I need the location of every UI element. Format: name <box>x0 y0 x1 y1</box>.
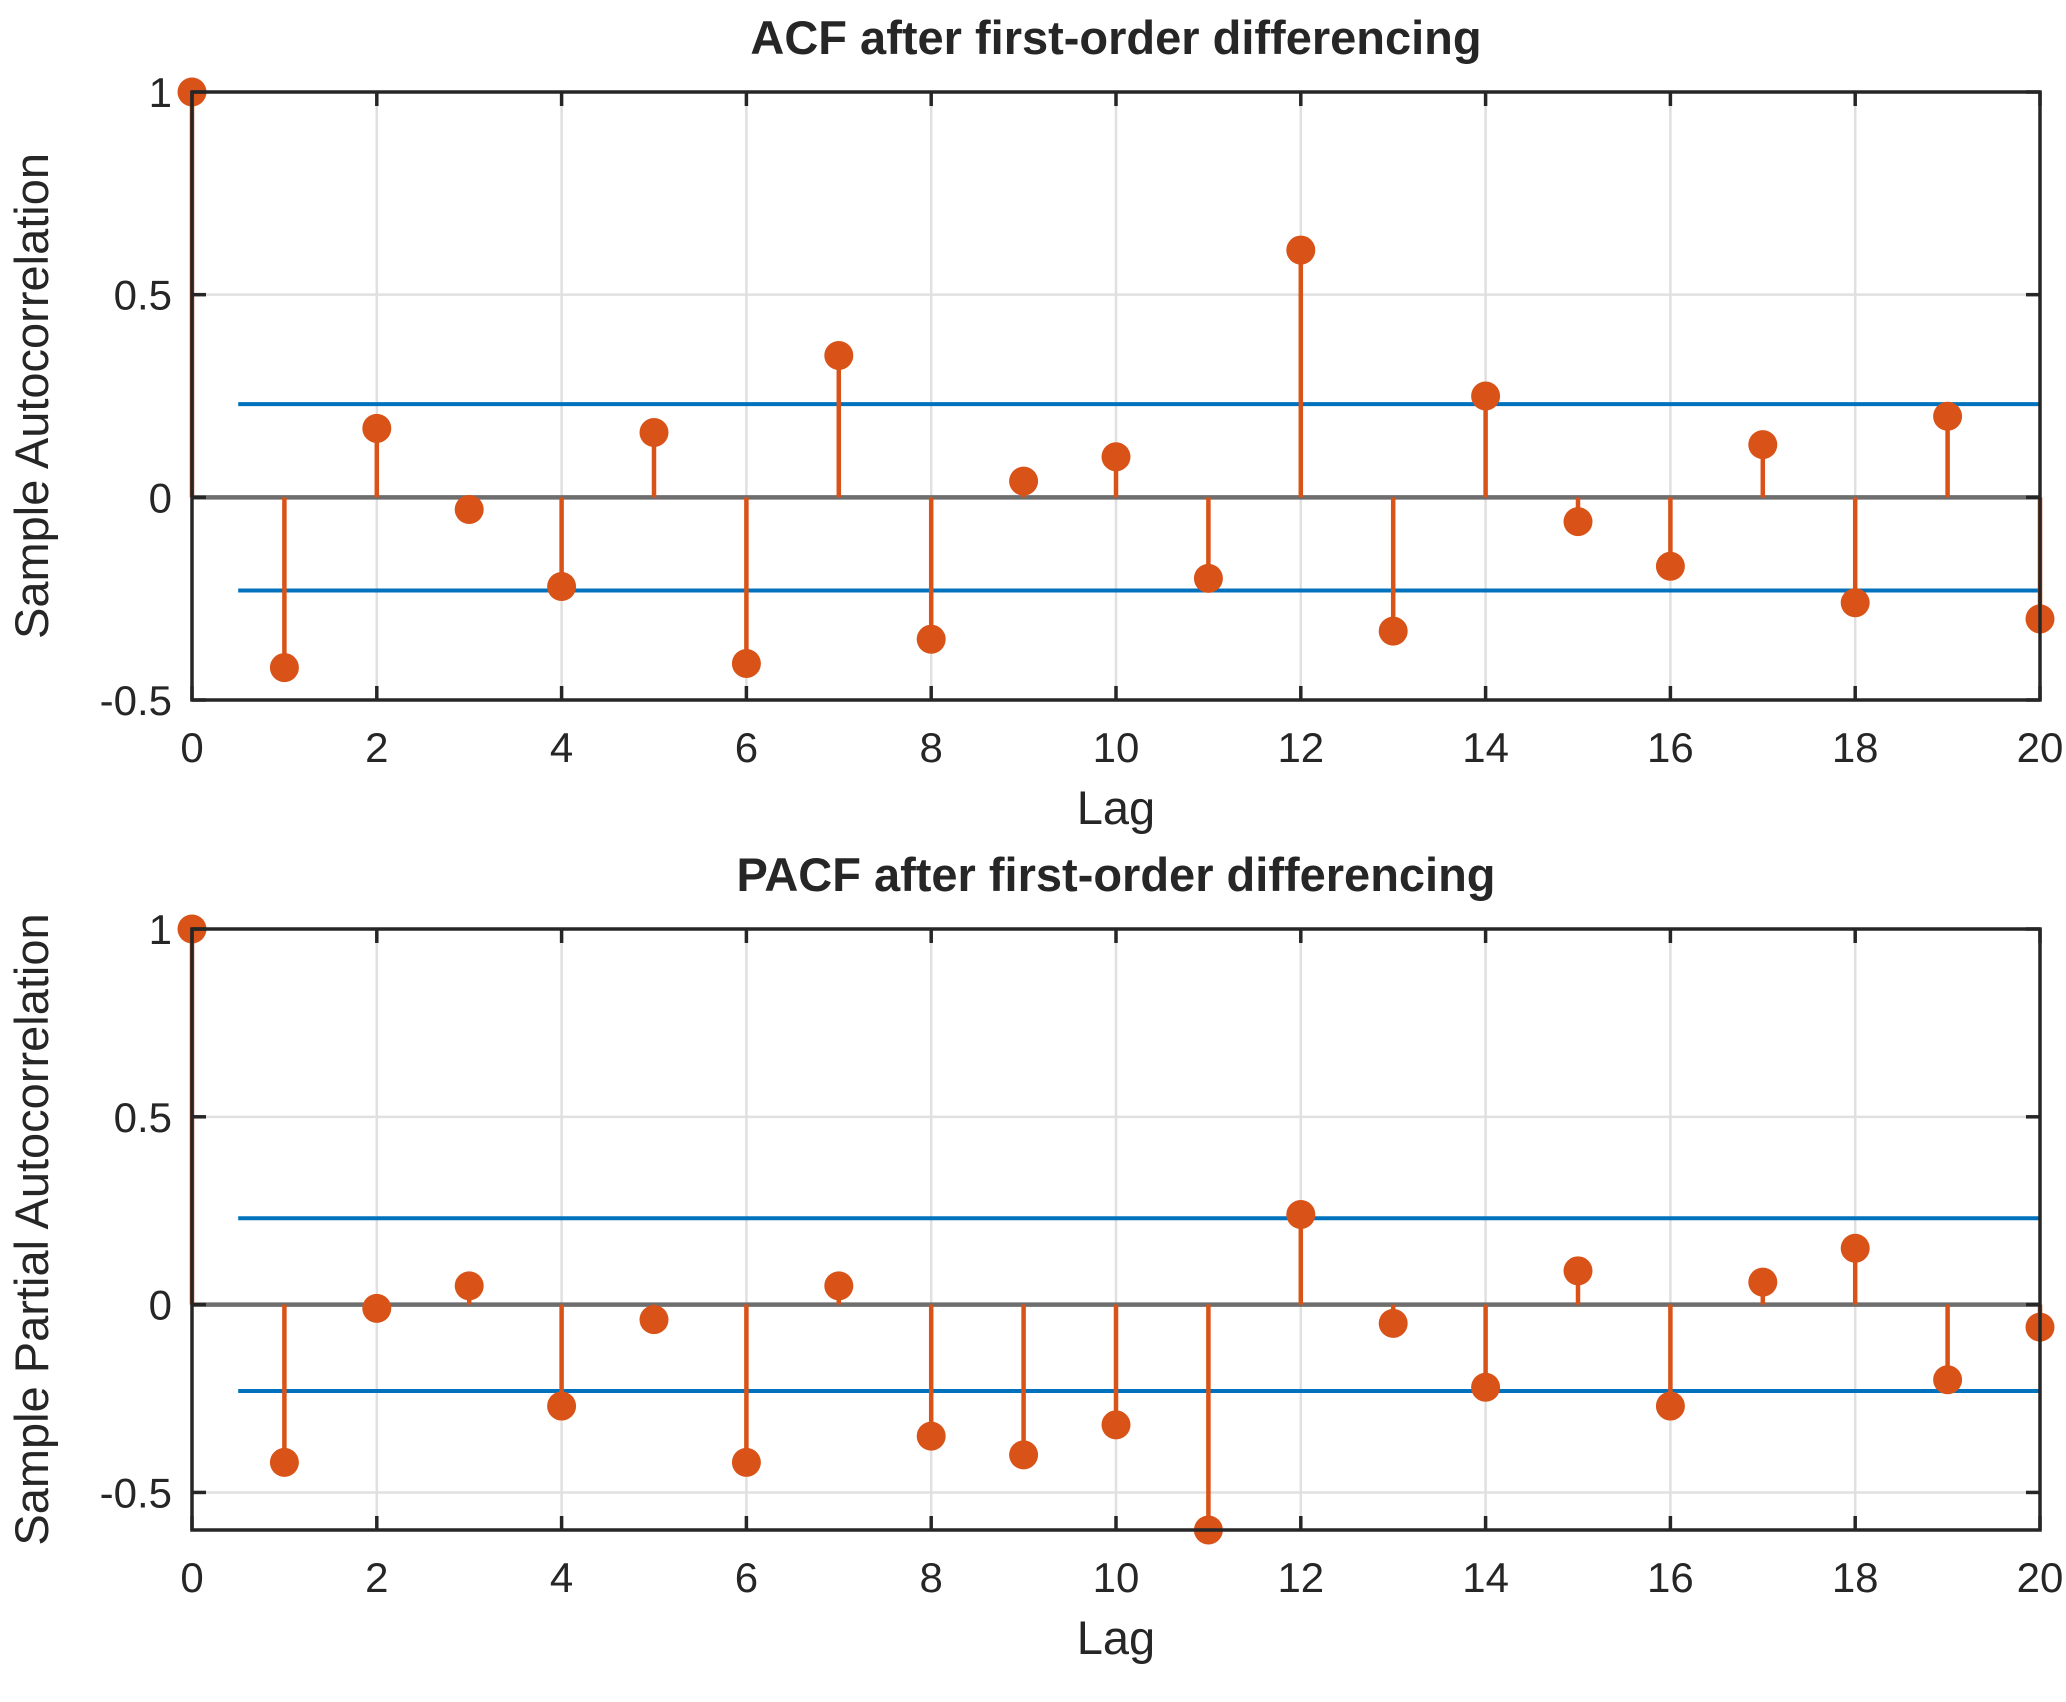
data-point-marker <box>362 1293 392 1323</box>
data-point-marker <box>639 1305 669 1335</box>
data-point-marker <box>1840 588 1870 618</box>
data-point-marker <box>1286 235 1316 265</box>
data-point-marker <box>1009 466 1039 496</box>
axis-ticks <box>190 90 2042 702</box>
x-tick-label: 18 <box>1832 1554 1879 1601</box>
data-point-marker <box>1193 563 1223 593</box>
data-point-marker <box>454 1271 484 1301</box>
axis-ticks <box>190 927 2042 1530</box>
x-tick-label: 0 <box>180 724 203 771</box>
x-tick-label: 6 <box>735 724 758 771</box>
x-axis-label: Lag <box>1077 1611 1155 1664</box>
x-tick-label: 14 <box>1462 724 1509 771</box>
data-point-marker <box>916 1421 946 1451</box>
confidence-bounds <box>238 402 2040 593</box>
data-point-marker <box>731 649 761 679</box>
data-point-marker <box>1933 401 1963 431</box>
x-tick-label: 18 <box>1832 724 1879 771</box>
data-point-marker <box>1655 551 1685 581</box>
x-tick-label: 10 <box>1093 1554 1140 1601</box>
data-point-marker <box>731 1447 761 1477</box>
data-point-marker <box>1471 1372 1501 1402</box>
data-point-marker <box>639 417 669 447</box>
y-tick-label: 1 <box>149 906 172 953</box>
x-tick-label: 0 <box>180 1554 203 1601</box>
y-axis-label: Sample Autocorrelation <box>5 153 58 639</box>
x-tick-label: 12 <box>1277 1554 1324 1601</box>
data-point-marker <box>1563 1256 1593 1286</box>
data-point-marker <box>1101 1410 1131 1440</box>
x-tick-label: 2 <box>365 724 388 771</box>
data-point-marker <box>269 1447 299 1477</box>
data-point-marker <box>1563 507 1593 537</box>
x-tick-label: 16 <box>1647 724 1694 771</box>
data-point-marker <box>1009 1440 1039 1470</box>
data-point-marker <box>824 1271 854 1301</box>
x-tick-label: 8 <box>920 1554 943 1601</box>
data-point-marker <box>454 494 484 524</box>
data-point-marker <box>1840 1233 1870 1263</box>
y-tick-label: 1 <box>149 69 172 116</box>
data-point-marker <box>1378 1308 1408 1338</box>
y-tick-label: 0.5 <box>114 1094 172 1141</box>
x-tick-label: 2 <box>365 1554 388 1601</box>
data-point-marker <box>269 653 299 683</box>
gridlines <box>192 92 2040 700</box>
data-point-marker <box>824 340 854 370</box>
y-tick-label: -0.5 <box>100 677 172 724</box>
x-axis-label: Lag <box>1077 781 1155 834</box>
y-tick-label: -0.5 <box>100 1469 172 1516</box>
data-point-marker <box>1286 1199 1316 1229</box>
data-point-marker <box>1748 430 1778 460</box>
y-tick-label: 0 <box>149 474 172 521</box>
x-tick-label: 20 <box>2017 1554 2064 1601</box>
confidence-bounds <box>238 1216 2040 1394</box>
y-tick-label: 0 <box>149 1282 172 1329</box>
data-point-marker <box>362 413 392 443</box>
data-point-marker <box>1471 381 1501 411</box>
data-point-marker <box>547 572 577 602</box>
stem-series <box>177 914 2055 1545</box>
x-tick-label: 12 <box>1277 724 1324 771</box>
data-point-marker <box>547 1391 577 1421</box>
y-axis-label: Sample Partial Autocorrelation <box>5 913 58 1545</box>
plot-title: PACF after first-order differencing <box>736 848 1495 901</box>
x-tick-label: 20 <box>2017 724 2064 771</box>
data-point-marker <box>1748 1267 1778 1297</box>
x-tick-label: 4 <box>550 1554 573 1601</box>
gridlines <box>192 929 2040 1530</box>
x-tick-label: 14 <box>1462 1554 1509 1601</box>
data-point-marker <box>1655 1391 1685 1421</box>
x-tick-label: 6 <box>735 1554 758 1601</box>
x-tick-label: 10 <box>1093 724 1140 771</box>
x-tick-label: 16 <box>1647 1554 1694 1601</box>
data-point-marker <box>1378 616 1408 646</box>
data-point-marker <box>1101 442 1131 472</box>
plot-title: ACF after first-order differencing <box>750 11 1481 64</box>
data-point-marker <box>1933 1365 1963 1395</box>
y-tick-label: 0.5 <box>114 272 172 319</box>
x-tick-label: 8 <box>920 724 943 771</box>
x-tick-label: 4 <box>550 724 573 771</box>
data-point-marker <box>916 624 946 654</box>
